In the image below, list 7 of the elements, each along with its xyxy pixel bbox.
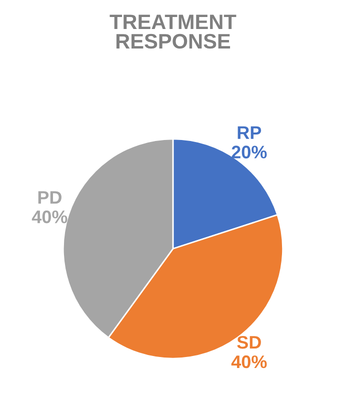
slice-label: SD [237,336,261,349]
chart-title: TREATMENT RESPONSE [110,14,236,49]
data-label: 40% [32,210,68,224]
data-label: 40% [231,355,267,368]
slice-label: RP [238,126,262,139]
data-label: 20% [232,146,267,158]
slice-label: PD [38,191,62,204]
